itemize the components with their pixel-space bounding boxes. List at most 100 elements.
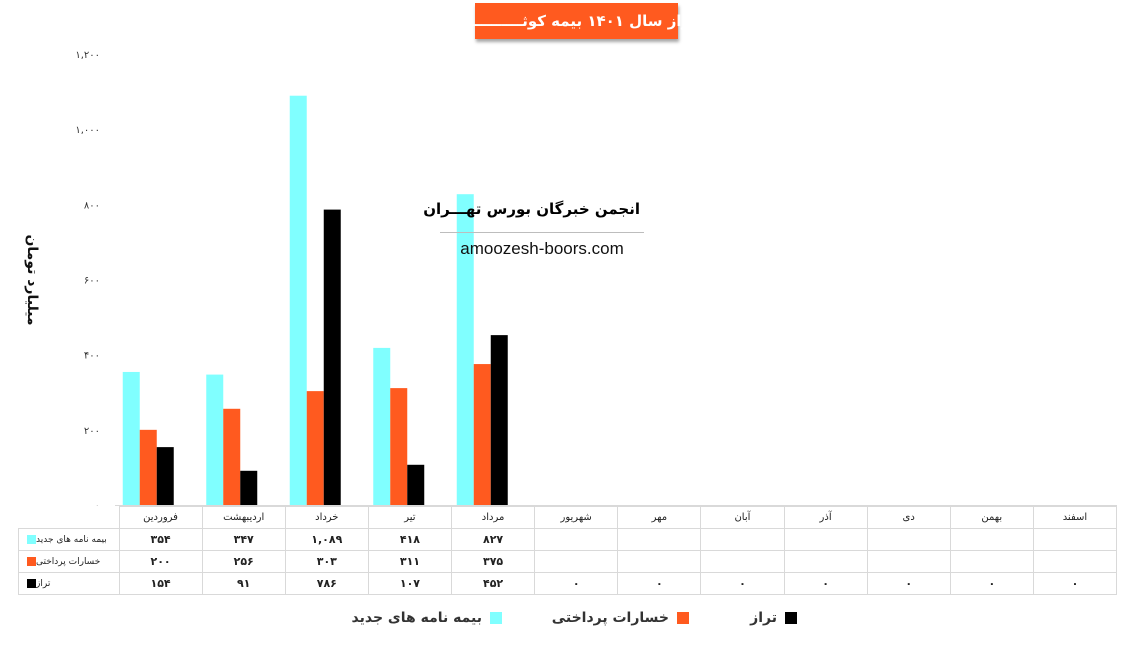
bar-paid-claims-1 (139, 429, 157, 505)
data-label: ۳۷۵ (450, 550, 536, 573)
bar-new-policies-5 (456, 194, 474, 505)
legend-swatch (677, 612, 689, 624)
table-corner (18, 506, 120, 529)
data-label (866, 550, 951, 573)
category-label: مرداد (450, 506, 536, 529)
y-tick-label: ۱,۲۰۰ (75, 50, 100, 61)
bar-balance-4 (407, 464, 425, 505)
bar-new-policies-3 (289, 95, 307, 505)
category-label: آذر (783, 506, 868, 529)
data-label (783, 550, 868, 573)
data-label: ۳۱۱ (367, 550, 453, 573)
series-swatch (27, 535, 36, 544)
category-label: اسفند (1032, 506, 1118, 529)
series-swatch (27, 579, 36, 588)
series-row-header: تراز (18, 572, 120, 595)
data-label (949, 550, 1034, 573)
legend-swatch (785, 612, 797, 624)
series-name: خسارات پرداختی (36, 556, 101, 567)
watermark-title: انجمن خبرگان بورس تهـــران (423, 200, 640, 218)
category-label: اردیبهشت (201, 506, 286, 529)
data-label: ۰ (949, 572, 1034, 595)
watermark-divider (440, 232, 644, 233)
category-label: شهریور (534, 506, 619, 529)
y-tick-label: ۴۰۰ (84, 351, 100, 362)
series-row-header: بیمه نامه های جدید (18, 528, 120, 551)
data-label: ۳۵۴ (118, 528, 203, 551)
legend: بیمه نامه های جدید خسارات پرداختی تراز (0, 610, 1127, 632)
legend-item: تراز (750, 610, 797, 626)
data-label (700, 550, 785, 573)
bar-balance-1 (156, 447, 174, 505)
bar-paid-claims-3 (306, 391, 324, 505)
data-label: ۰ (1032, 572, 1118, 595)
bar-new-policies-4 (373, 347, 391, 505)
data-label (1032, 550, 1118, 573)
data-label (617, 528, 702, 551)
category-row: فروردین اردیبهشت خرداد تیر مرداد شهریور مهر آبا… (18, 506, 1118, 529)
legend-item: خسارات پرداختی (552, 610, 689, 626)
legend-label: خسارات پرداختی (551, 610, 669, 626)
data-label: ۰ (534, 572, 619, 595)
data-label (949, 528, 1034, 551)
bar-paid-claims-2 (223, 408, 241, 505)
bar-balance-5 (490, 335, 508, 505)
data-label (700, 528, 785, 551)
data-label: ۹۱ (201, 572, 286, 595)
bar-paid-claims-5 (473, 364, 491, 505)
y-tick-label: ۲۰۰ (84, 426, 100, 437)
data-label: ۷۸۶ (284, 572, 369, 595)
data-label (534, 528, 619, 551)
category-label: آبان (700, 506, 785, 529)
bar-balance-3 (323, 209, 341, 505)
chart-title: تراز سال ۱۴۰۱ بیمه کوثـــــــــــر (456, 3, 697, 39)
data-label: ۲۰۰ (118, 550, 203, 573)
table-row: تراز ۱۵۴ ۹۱ ۷۸۶ ۱۰۷ ۴۵۲ ۰ ۰ ۰ ۰ ۰ ۰ ۰ (18, 572, 1118, 595)
series-name: تراز (36, 578, 51, 589)
bar-new-policies-2 (206, 374, 224, 505)
data-label (866, 528, 951, 551)
data-label: ۸۲۷ (450, 528, 536, 551)
data-label (617, 550, 702, 573)
series-row-header: خسارات پرداختی (18, 550, 120, 573)
data-label: ۰ (866, 572, 951, 595)
data-label (1032, 528, 1118, 551)
bar-balance-2 (240, 470, 258, 505)
y-tick-label: ۸۰۰ (84, 200, 100, 211)
data-label: ۴۵۲ (450, 572, 536, 595)
category-label: مهر (617, 506, 702, 529)
y-axis-ticks: ۰ ۲۰۰ ۴۰۰ ۶۰۰ ۸۰۰ ۱,۰۰۰ ۱,۲۰۰ (75, 50, 100, 506)
bar-chart: ۰ ۲۰۰ ۴۰۰ ۶۰۰ ۸۰۰ ۱,۰۰۰ ۱,۲۰۰ (75, 50, 1117, 506)
data-label: ۱۰۷ (367, 572, 453, 595)
watermark-url: amoozesh-boors.com (460, 239, 624, 258)
category-label: دی (866, 506, 951, 529)
y-tick-label: ۰ (95, 501, 100, 506)
bar-paid-claims-4 (390, 388, 408, 505)
series-name: بیمه نامه های جدید (36, 534, 107, 545)
legend-label: تراز (750, 610, 777, 626)
y-tick-label: ۱,۰۰۰ (75, 125, 100, 136)
series-swatch (27, 557, 36, 566)
data-label: ۳۰۳ (284, 550, 369, 573)
legend-swatch (490, 612, 502, 624)
bar-new-policies-1 (122, 371, 140, 505)
category-label: فروردین (118, 506, 203, 529)
data-table: فروردین اردیبهشت خرداد تیر مرداد شهریور مهر آبا… (18, 506, 1118, 595)
data-label: ۱,۰۸۹ (284, 528, 369, 551)
data-label: ۰ (783, 572, 868, 595)
data-label: ۲۵۶ (201, 550, 286, 573)
legend-label: بیمه نامه های جدید (351, 610, 482, 626)
data-label: ۰ (617, 572, 702, 595)
data-label: ۰ (700, 572, 785, 595)
table-row: بیمه نامه های جدید ۳۵۴ ۳۴۷ ۱,۰۸۹ ۴۱۸ ۸۲۷ (18, 528, 1118, 551)
data-label (783, 528, 868, 551)
data-label: ۴۱۸ (367, 528, 453, 551)
bars (122, 95, 508, 505)
data-label (534, 550, 619, 573)
legend-item: بیمه نامه های جدید (352, 610, 502, 626)
category-label: تیر (367, 506, 453, 529)
y-tick-label: ۶۰۰ (84, 276, 100, 287)
category-label: خرداد (284, 506, 369, 529)
data-label: ۱۵۴ (118, 572, 203, 595)
data-label: ۳۴۷ (201, 528, 286, 551)
